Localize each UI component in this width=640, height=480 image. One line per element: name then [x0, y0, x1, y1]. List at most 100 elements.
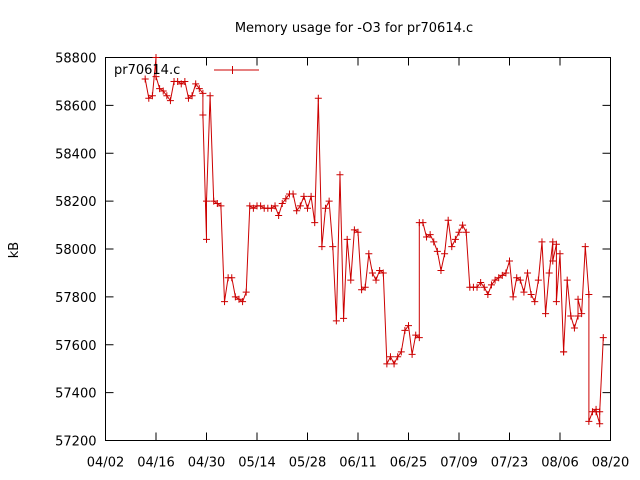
data-point [311, 219, 319, 227]
y-tick-label: 58800 [55, 52, 96, 67]
data-point [379, 269, 387, 277]
data-point [249, 204, 257, 212]
data-point [513, 274, 521, 282]
data-point [368, 269, 376, 277]
data-point [159, 87, 167, 95]
data-point [383, 360, 391, 368]
data-point [141, 75, 149, 83]
y-tick-label: 57600 [55, 339, 96, 354]
data-point [498, 271, 506, 279]
data-point [574, 312, 582, 320]
legend-label: pr70614.c [114, 63, 180, 78]
data-point [405, 322, 412, 330]
data-point [192, 80, 200, 88]
data-point [347, 276, 355, 284]
data-point [304, 204, 311, 212]
x-tick-label: 07/09 [440, 456, 477, 471]
data-point [545, 269, 553, 277]
data-point [520, 288, 528, 296]
data-point [581, 243, 589, 251]
data-point [188, 92, 196, 100]
data-point [596, 408, 604, 416]
data-point [585, 417, 593, 425]
data-point [563, 276, 571, 284]
data-point [293, 207, 301, 215]
y-axis-label: kB [7, 242, 22, 258]
data-point [271, 202, 279, 210]
data-point [509, 293, 517, 301]
data-point [163, 92, 171, 100]
y-tick-label: 57200 [55, 435, 96, 450]
data-point [455, 228, 463, 236]
data-point [340, 314, 348, 322]
series-points [141, 54, 607, 428]
data-point [239, 298, 247, 306]
y-tick-label: 58400 [55, 147, 96, 162]
data-point [394, 353, 402, 361]
data-point [570, 324, 578, 332]
data-point [596, 420, 604, 428]
data-point [213, 200, 221, 208]
data-point [242, 288, 250, 296]
data-point [354, 228, 362, 236]
data-point [282, 195, 290, 203]
data-point [289, 190, 297, 198]
data-point [203, 235, 210, 243]
data-point [199, 89, 207, 97]
chart-title: Memory usage for -O3 for pr70614.c [235, 21, 473, 36]
data-point [145, 94, 153, 102]
data-point [531, 298, 539, 306]
data-point [210, 197, 218, 205]
data-point [329, 243, 337, 251]
data-point [152, 73, 160, 81]
data-point [491, 276, 499, 284]
data-point [296, 202, 304, 210]
data-point [195, 85, 203, 93]
data-point [506, 257, 513, 265]
data-point [148, 92, 156, 100]
data-point [307, 192, 315, 200]
data-point [484, 290, 492, 298]
data-point [152, 54, 160, 61]
data-point [314, 94, 322, 102]
data-point [199, 111, 207, 119]
data-point [524, 269, 532, 277]
data-point [487, 281, 495, 289]
data-point [408, 350, 416, 358]
data-point [365, 250, 373, 258]
data-point [444, 216, 452, 224]
x-tick-label: 06/11 [339, 456, 376, 471]
data-point [206, 92, 214, 100]
data-point [325, 197, 333, 205]
x-tick-label: 04/30 [188, 456, 225, 471]
data-point [433, 247, 441, 255]
data-point [401, 326, 409, 334]
y-tick-label: 58600 [55, 99, 96, 114]
data-point [423, 233, 431, 241]
data-point [174, 77, 182, 85]
data-point [426, 231, 434, 239]
data-point [156, 85, 164, 93]
data-point [473, 283, 481, 291]
data-point [246, 202, 254, 210]
data-point [552, 298, 560, 306]
data-point [462, 228, 470, 236]
data-point [477, 279, 485, 287]
data-point [549, 238, 557, 246]
x-tick-label: 08/20 [592, 456, 629, 471]
x-tick-label: 05/14 [238, 456, 275, 471]
data-point [415, 334, 423, 342]
y-tick-label: 57800 [55, 291, 96, 306]
data-point [480, 283, 488, 291]
x-tick-label: 05/28 [289, 456, 326, 471]
data-point [527, 290, 535, 298]
x-tick-label: 04/16 [137, 456, 174, 471]
data-point [390, 360, 398, 368]
y-axis: 57200 57400 57600 57800 58000 58200 58400 58600… [55, 52, 611, 450]
data-point [322, 204, 330, 212]
y-tick-label: 58000 [55, 243, 96, 258]
data-point [516, 276, 524, 284]
x-tick-label: 08/06 [541, 456, 578, 471]
data-point [599, 334, 607, 342]
